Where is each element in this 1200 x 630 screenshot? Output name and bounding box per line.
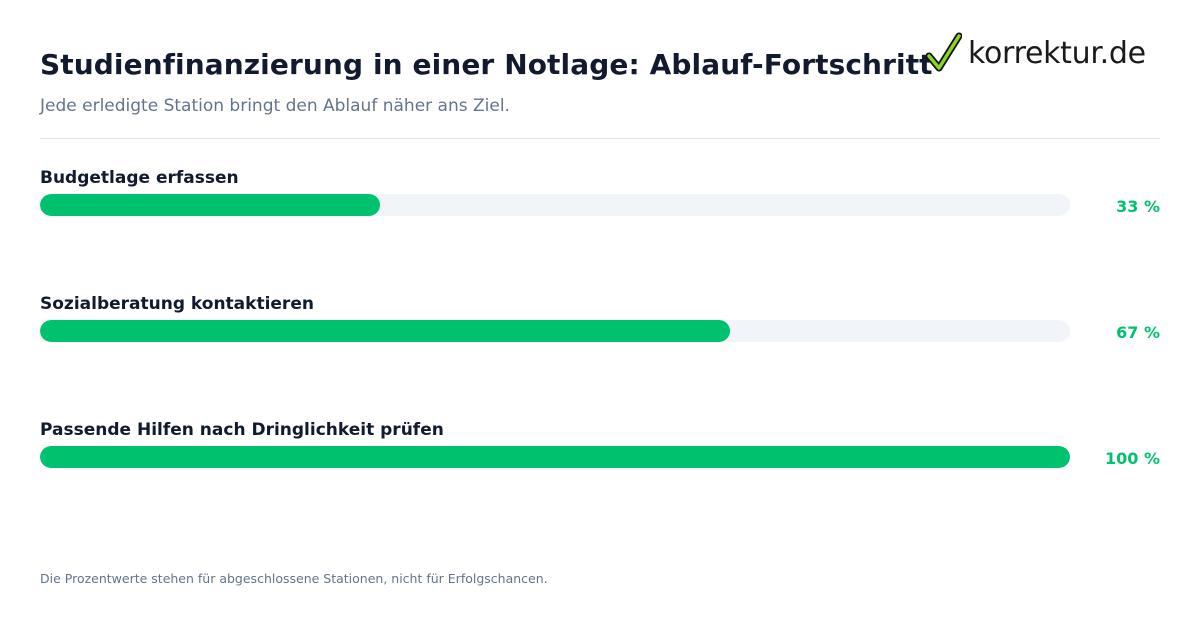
bar-value-label: 67 % (1116, 323, 1160, 342)
bar-row: Sozialberatung kontaktieren 67 % (40, 294, 1160, 354)
brand-name: korrektur.de (968, 35, 1146, 71)
bar-track (40, 194, 1070, 216)
bar-track (40, 446, 1070, 468)
bar-row: Budgetlage erfassen 33 % (40, 168, 1160, 228)
bar-fill (40, 194, 380, 216)
bar-label: Sozialberatung kontaktieren (40, 294, 314, 314)
bar-label: Budgetlage erfassen (40, 168, 239, 188)
bar-track (40, 320, 1070, 342)
bar-value-label: 33 % (1116, 197, 1160, 216)
header-divider (40, 138, 1160, 139)
brand-logo[interactable]: korrektur.de (925, 32, 1166, 74)
bar-fill (40, 446, 1070, 468)
bar-value-label: 100 % (1105, 449, 1160, 468)
checkmark-icon (925, 32, 963, 74)
chart-title: Studienfinanzierung in einer Notlage: Ab… (40, 48, 933, 81)
chart-subtitle: Jede erledigte Station bringt den Ablauf… (40, 96, 510, 116)
bar-fill (40, 320, 731, 342)
bar-row: Passende Hilfen nach Dringlichkeit prüfe… (40, 420, 1160, 480)
footnote: Die Prozentwerte stehen für abgeschlosse… (40, 571, 548, 586)
bar-label: Passende Hilfen nach Dringlichkeit prüfe… (40, 420, 444, 440)
